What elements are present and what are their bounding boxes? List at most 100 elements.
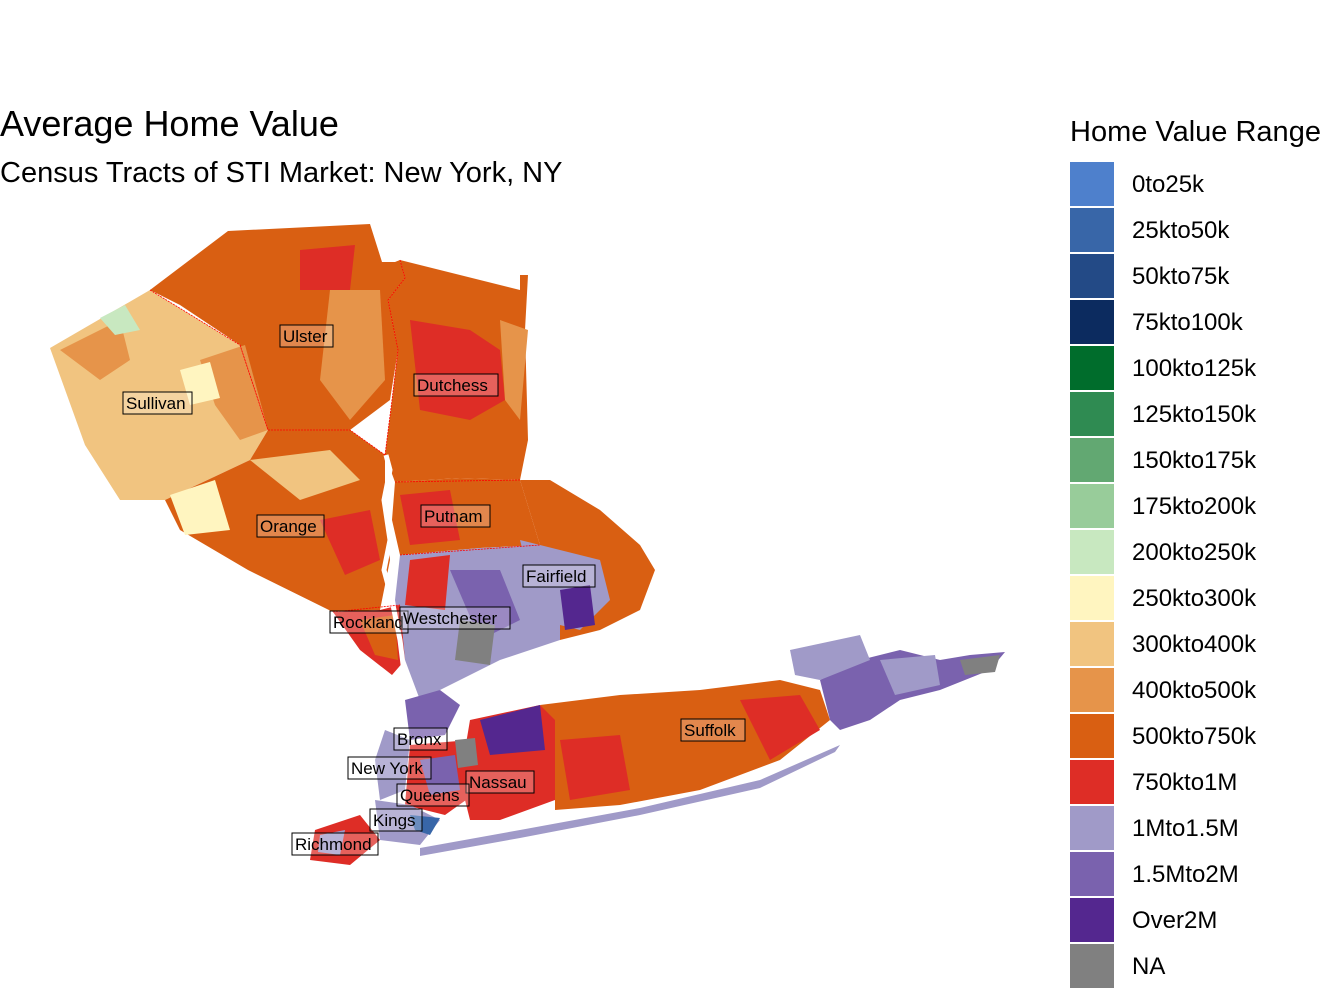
legend-swatch — [1070, 944, 1114, 988]
legend-swatch — [1070, 622, 1114, 666]
map-title: Average Home Value — [0, 103, 339, 144]
region-suffolk-grey — [960, 655, 1000, 675]
svg-text:Queens: Queens — [400, 786, 460, 805]
legend-item: NA — [1070, 944, 1344, 990]
legend-swatch — [1070, 208, 1114, 252]
legend-label: Over2M — [1132, 907, 1218, 934]
county-label-putnam: Putnam — [420, 504, 491, 528]
region-orange-tan — [250, 450, 360, 500]
legend-item: 25kto50k — [1070, 208, 1344, 254]
legend-label: 500kto750k — [1132, 723, 1257, 750]
svg-text:Westchester: Westchester — [403, 609, 498, 628]
legend-item: 400kto500k — [1070, 668, 1344, 714]
region-nassau-purple — [480, 705, 545, 755]
legend-item: Over2M — [1070, 898, 1344, 944]
legend-items: 0to25k 25kto50k 50kto75k 75kto100k 100kto125… — [1070, 162, 1344, 990]
county-label-sullivan: Sullivan — [122, 391, 193, 415]
legend-item: 250kto300k — [1070, 576, 1344, 622]
legend-item: 75kto100k — [1070, 300, 1344, 346]
region-richmond-purple — [318, 830, 345, 855]
svg-text:Kings: Kings — [373, 811, 416, 830]
legend-label: NA — [1132, 953, 1166, 980]
legend-item: 300kto400k — [1070, 622, 1344, 668]
legend-label: 150kto175k — [1132, 447, 1257, 474]
legend-label: 175kto200k — [1132, 493, 1257, 520]
county-label-orange: Orange — [256, 514, 325, 538]
county-label-queens: Queens — [396, 783, 470, 807]
svg-text:Putnam: Putnam — [424, 507, 483, 526]
legend-swatch — [1070, 806, 1114, 850]
region-kings-blue — [410, 815, 440, 835]
county-label-kings: Kings — [369, 808, 423, 832]
svg-text:Rockland: Rockland — [333, 613, 404, 632]
legend-label: 100kto125k — [1132, 355, 1257, 382]
county-label-new-york: New York — [347, 756, 432, 780]
legend-label: 1.5Mto2M — [1132, 861, 1239, 888]
legend-item: 0to25k — [1070, 162, 1344, 208]
region-nassau-grey — [455, 738, 478, 768]
legend-label: 0to25k — [1132, 171, 1205, 198]
hudson-river — [381, 454, 413, 701]
legend-label: 400kto500k — [1132, 677, 1257, 704]
region-westchester-grey — [455, 620, 495, 665]
legend-item: 500kto750k — [1070, 714, 1344, 760]
legend-label: 50kto75k — [1132, 263, 1230, 290]
region-suffolk-north-fork — [790, 635, 870, 680]
legend-swatch — [1070, 484, 1114, 528]
svg-text:Ulster: Ulster — [283, 327, 328, 346]
legend-swatch — [1070, 300, 1114, 344]
legend-swatch — [1070, 392, 1114, 436]
legend-item: 125kto150k — [1070, 392, 1344, 438]
legend-label: 1Mto1.5M — [1132, 815, 1239, 842]
region-suffolk-red2 — [560, 735, 630, 800]
legend-item: 1.5Mto2M — [1070, 852, 1344, 898]
region-dutchess-tan — [500, 320, 528, 420]
county-label-bronx: Bronx — [393, 727, 448, 751]
legend-title: Home Value Range — [1070, 116, 1321, 148]
region-rockland-tan — [360, 615, 398, 660]
county-label-rockland: Rockland — [329, 610, 409, 634]
legend-swatch — [1070, 346, 1114, 390]
legend-swatch — [1070, 162, 1114, 206]
legend: Home Value Range 0to25k 25kto50k 50kto75k 7… — [1070, 112, 1344, 990]
region-orange-light — [170, 480, 230, 535]
svg-text:Fairfield: Fairfield — [526, 567, 586, 586]
legend-label: 750kto1M — [1132, 769, 1238, 796]
legend-swatch — [1070, 254, 1114, 298]
choropleth-map: Ulster Dutchess Sullivan Orange Putnam F… — [50, 224, 1005, 865]
legend-label: 300kto400k — [1132, 631, 1257, 658]
legend-swatch — [1070, 852, 1114, 896]
region-orange-red — [320, 510, 380, 575]
region-ulster-tan — [320, 290, 385, 420]
legend-swatch — [1070, 530, 1114, 574]
svg-text:Sullivan: Sullivan — [126, 394, 186, 413]
svg-text:Nassau: Nassau — [469, 773, 527, 792]
region-new-york — [375, 730, 410, 800]
region-westchester-red — [405, 555, 450, 610]
legend-swatch — [1070, 438, 1114, 482]
county-label-fairfield: Fairfield — [522, 564, 596, 588]
svg-text:Richmond: Richmond — [295, 835, 372, 854]
legend-label: 75kto100k — [1132, 309, 1243, 336]
region-sullivan-west — [60, 320, 130, 380]
legend-item: 50kto75k — [1070, 254, 1344, 300]
county-label-westchester: Westchester — [399, 606, 511, 630]
svg-text:Orange: Orange — [260, 517, 317, 536]
legend-swatch — [1070, 576, 1114, 620]
barrier-beach — [420, 745, 840, 856]
county-label-nassau: Nassau — [465, 770, 535, 794]
region-westchester-purple — [450, 570, 520, 640]
legend-swatch — [1070, 898, 1114, 942]
region-ulster-red — [300, 245, 355, 290]
legend-label: 25kto50k — [1132, 217, 1230, 244]
county-boundaries — [149, 259, 541, 613]
county-label-richmond: Richmond — [291, 832, 379, 856]
legend-item: 100kto125k — [1070, 346, 1344, 392]
region-queens-purple — [420, 755, 460, 795]
svg-text:Suffolk: Suffolk — [684, 721, 736, 740]
map-subtitle: Census Tracts of STI Market: New York, N… — [0, 157, 563, 189]
legend-item: 750kto1M — [1070, 760, 1344, 806]
legend-item: 1Mto1.5M — [1070, 806, 1344, 852]
legend-item: 200kto250k — [1070, 530, 1344, 576]
legend-swatch — [1070, 760, 1114, 804]
